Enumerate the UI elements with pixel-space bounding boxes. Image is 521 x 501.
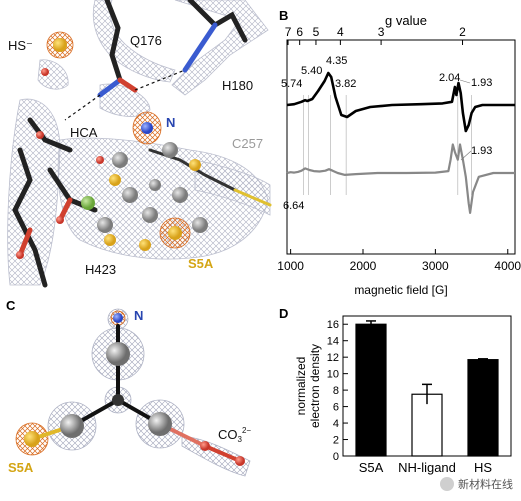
- g-tick-label: 4: [337, 25, 344, 39]
- bar-chart-bars: S5A NH-ligand HS: [355, 320, 499, 475]
- y-tick-label: 4: [333, 418, 339, 430]
- watermark: 新材料在线: [440, 476, 513, 492]
- category-label: HS: [474, 460, 492, 475]
- panel-a-labels: HS⁻ Q176 H180 N HCA C257 H423 S5A: [8, 33, 263, 277]
- q176-label: Q176: [130, 33, 162, 48]
- y-axis-label-line2: electron density: [308, 344, 322, 428]
- peak-label-5-40: 5.40: [301, 65, 322, 77]
- field-tick-label: 3000: [422, 259, 449, 273]
- category-label: NH-ligand: [398, 460, 456, 475]
- c257-label: C257: [232, 136, 263, 151]
- panel-d: D 0 2 4 6 8 10 12 14 16 normalized electron densit…: [275, 296, 521, 496]
- cofactor-cluster-atoms: [16, 68, 208, 259]
- field-axis-label: magnetic field [G]: [354, 283, 447, 297]
- g-tick-label: 6: [296, 25, 303, 39]
- wechat-logo-icon: [440, 477, 454, 491]
- field-tick-label: 4000: [494, 259, 521, 273]
- y-tick-label: 0: [333, 451, 339, 463]
- panel-letter-b: B: [279, 8, 289, 23]
- panel-letter-a: A: [4, 2, 14, 17]
- carbide-density-mesh: [47, 308, 251, 477]
- panel-c-structure: N S5A CO32−: [8, 308, 251, 477]
- panel-letter-c: C: [6, 298, 16, 313]
- panel-c: C: [0, 296, 275, 496]
- g-tick-label: 5: [313, 25, 320, 39]
- bar-s5a: [355, 323, 387, 457]
- hca-label: HCA: [70, 125, 98, 140]
- epr-peak-labels: 5.74 5.40 4.35 3.82 2.04 1.93 6.64 1.93: [281, 55, 492, 212]
- bar-chart-axes: 0 2 4 6 8 10 12 14 16 normalized electron density: [294, 315, 512, 463]
- epr-traces: [286, 71, 515, 214]
- watermark-text: 新材料在线: [458, 479, 513, 491]
- field-tick-label: 1000: [277, 259, 304, 273]
- g-guide-lines: [302, 95, 472, 195]
- y-tick-label: 16: [327, 319, 339, 331]
- carbide-atoms: [24, 313, 245, 466]
- h423-label: H423: [85, 262, 116, 277]
- y-tick-label: 8: [333, 385, 339, 397]
- n-atom-label-c: N: [134, 308, 143, 323]
- hs-label: HS⁻: [8, 38, 33, 53]
- y-tick-label: 6: [333, 402, 339, 414]
- y-tick-label: 2: [333, 435, 339, 447]
- category-label: S5A: [359, 460, 384, 475]
- g-tick-label: 2: [459, 25, 466, 39]
- epr-plot-frame: [286, 39, 516, 255]
- panel-a: HS⁻ Q176 H180 N HCA C257 H423 S5A A: [0, 0, 275, 290]
- peak-label-5-74: 5.74: [281, 78, 302, 90]
- peak-label-4-35: 4.35: [326, 55, 347, 67]
- peak-label-1-93-bottom: 1.93: [471, 145, 492, 157]
- epr-trace-wildtype: [286, 71, 515, 133]
- peak-label-3-82: 3.82: [335, 78, 356, 90]
- g-value-axis-label: g value: [385, 13, 427, 28]
- peak-label-2-04: 2.04: [439, 72, 460, 84]
- field-tick-label: 2000: [350, 259, 377, 273]
- epr-trace-variant: [286, 143, 515, 214]
- hs-sulfur-atom: [53, 38, 67, 52]
- panel-c-labels: N S5A CO32−: [8, 308, 251, 475]
- y-axis-label-line1: normalized: [294, 357, 308, 416]
- co3-label: CO32−: [218, 426, 251, 444]
- field-ticks: 1000 2000 3000 4000 magnetic field [G]: [277, 249, 521, 297]
- y-tick-label: 12: [327, 352, 339, 364]
- h180-label: H180: [222, 78, 253, 93]
- peak-label-6-64: 6.64: [283, 200, 304, 212]
- panel-letter-d: D: [279, 306, 289, 321]
- hydrogen-bonds: [64, 69, 186, 121]
- peak-label-1-93-top: 1.93: [471, 77, 492, 89]
- s5a-label-c: S5A: [8, 460, 34, 475]
- s5a-label-a: S5A: [188, 256, 214, 271]
- bar-hs: [467, 359, 499, 457]
- panel-a-structure: HS⁻ Q176 H180 N HCA C257 H423 S5A: [0, 0, 275, 290]
- y-tick-label: 10: [327, 369, 339, 381]
- y-tick-label: 14: [327, 336, 339, 348]
- g-tick-label: 7: [285, 25, 292, 39]
- g-tick-label: 3: [378, 25, 385, 39]
- n-atom-label: N: [166, 115, 175, 130]
